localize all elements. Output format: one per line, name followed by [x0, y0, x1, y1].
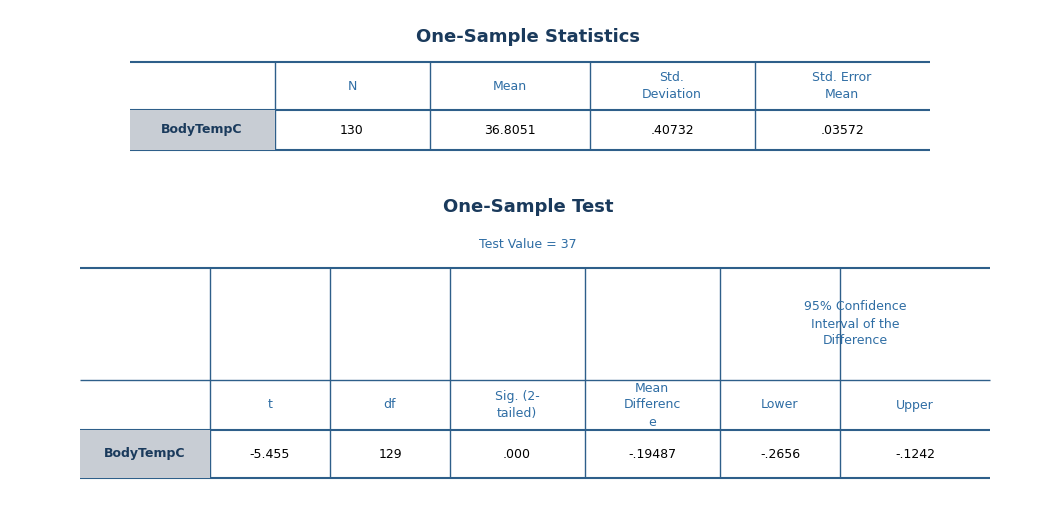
Text: -.19487: -.19487 [628, 447, 676, 461]
Text: 36.8051: 36.8051 [485, 124, 535, 136]
Text: .03572: .03572 [821, 124, 864, 136]
Text: -.2656: -.2656 [760, 447, 800, 461]
Text: Mean: Mean [493, 80, 527, 93]
Bar [130, 110, 275, 150]
Text: BodyTempC: BodyTempC [105, 447, 186, 461]
Text: Std. Error
Mean: Std. Error Mean [812, 71, 871, 101]
Text: t: t [267, 398, 272, 411]
Text: Test Value = 37: Test Value = 37 [479, 238, 577, 251]
Text: df: df [383, 398, 396, 411]
Text: One-Sample Statistics: One-Sample Statistics [416, 28, 640, 46]
Text: 129: 129 [378, 447, 402, 461]
Bar [80, 430, 210, 478]
Text: -.1242: -.1242 [895, 447, 935, 461]
Text: Sig. (2-
tailed): Sig. (2- tailed) [494, 390, 540, 420]
Text: Upper: Upper [897, 398, 934, 411]
Text: Lower: Lower [761, 398, 798, 411]
Text: .000: .000 [503, 447, 531, 461]
Text: Std.
Deviation: Std. Deviation [642, 71, 702, 101]
Text: 130: 130 [340, 124, 364, 136]
Text: 95% Confidence
Interval of the
Difference: 95% Confidence Interval of the Differenc… [804, 300, 906, 347]
Text: -5.455: -5.455 [250, 447, 290, 461]
Text: Mean
Differenc
e: Mean Differenc e [623, 381, 681, 429]
Text: BodyTempC: BodyTempC [162, 124, 243, 136]
Text: N: N [347, 80, 357, 93]
Text: .40732: .40732 [650, 124, 694, 136]
Text: One-Sample Test: One-Sample Test [442, 198, 614, 216]
